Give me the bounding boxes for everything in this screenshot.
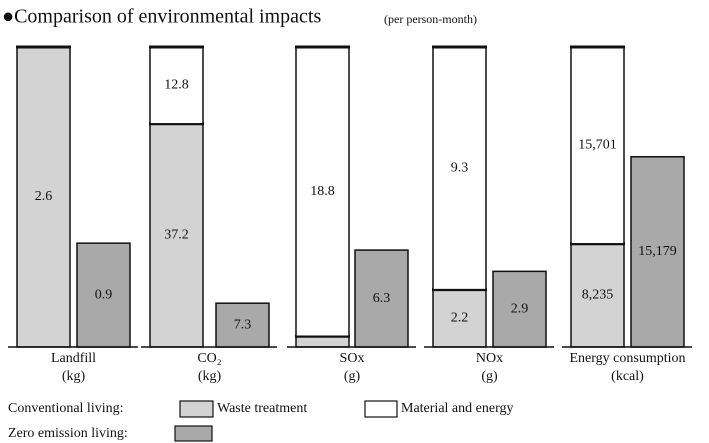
legend-swatch <box>174 425 213 442</box>
unit-label: (kg) <box>198 369 222 384</box>
legend-item: Waste treatment <box>217 401 307 416</box>
bar-segment <box>149 46 204 125</box>
bar-segment <box>570 243 625 348</box>
bar <box>354 249 409 348</box>
data-label: 7.3 <box>234 317 252 332</box>
legend-label: Zero emission living: <box>8 426 128 441</box>
chart-subtitle: (per person-month) <box>384 12 477 26</box>
bar-segment <box>432 46 487 291</box>
legend-swatch <box>179 400 214 418</box>
unit-label: (g) <box>344 369 361 384</box>
bar-segment <box>295 46 350 337</box>
category-label: SOx <box>340 351 365 366</box>
bar-segment <box>570 46 625 245</box>
category-label: NOx <box>476 351 503 366</box>
category-label: CO₂ <box>197 351 221 366</box>
unit-label: (g) <box>481 369 498 384</box>
data-label: 12.8 <box>164 78 189 93</box>
chart-title: ●Comparison of environmental impacts <box>2 6 321 28</box>
category-label: Energy consumption <box>569 351 685 366</box>
data-label: 6.3 <box>373 291 391 306</box>
bar-segment <box>149 123 204 348</box>
bar <box>215 302 270 348</box>
data-label: 2.9 <box>511 301 529 316</box>
data-label: 18.8 <box>310 184 335 199</box>
unit-label: (kcal) <box>611 369 644 384</box>
legend-swatch <box>364 400 398 418</box>
data-label: 15,701 <box>578 138 617 153</box>
category-label: Landfill <box>51 351 96 366</box>
bar <box>492 270 547 348</box>
bar <box>76 242 131 348</box>
data-label: 2.6 <box>35 189 53 204</box>
bar-segment <box>16 46 71 348</box>
bar <box>630 156 685 348</box>
data-label: 8,235 <box>582 288 614 303</box>
data-label: 15,179 <box>638 244 677 259</box>
data-label: 9.3 <box>451 161 469 176</box>
legend-label: Conventional living: <box>8 401 124 416</box>
legend-item: Material and energy <box>401 401 513 416</box>
bar-segment <box>295 335 350 348</box>
data-label: 37.2 <box>164 228 189 243</box>
unit-label: (kg) <box>62 369 86 384</box>
data-label: 2.2 <box>451 311 469 326</box>
data-label: 0.9 <box>95 287 113 302</box>
